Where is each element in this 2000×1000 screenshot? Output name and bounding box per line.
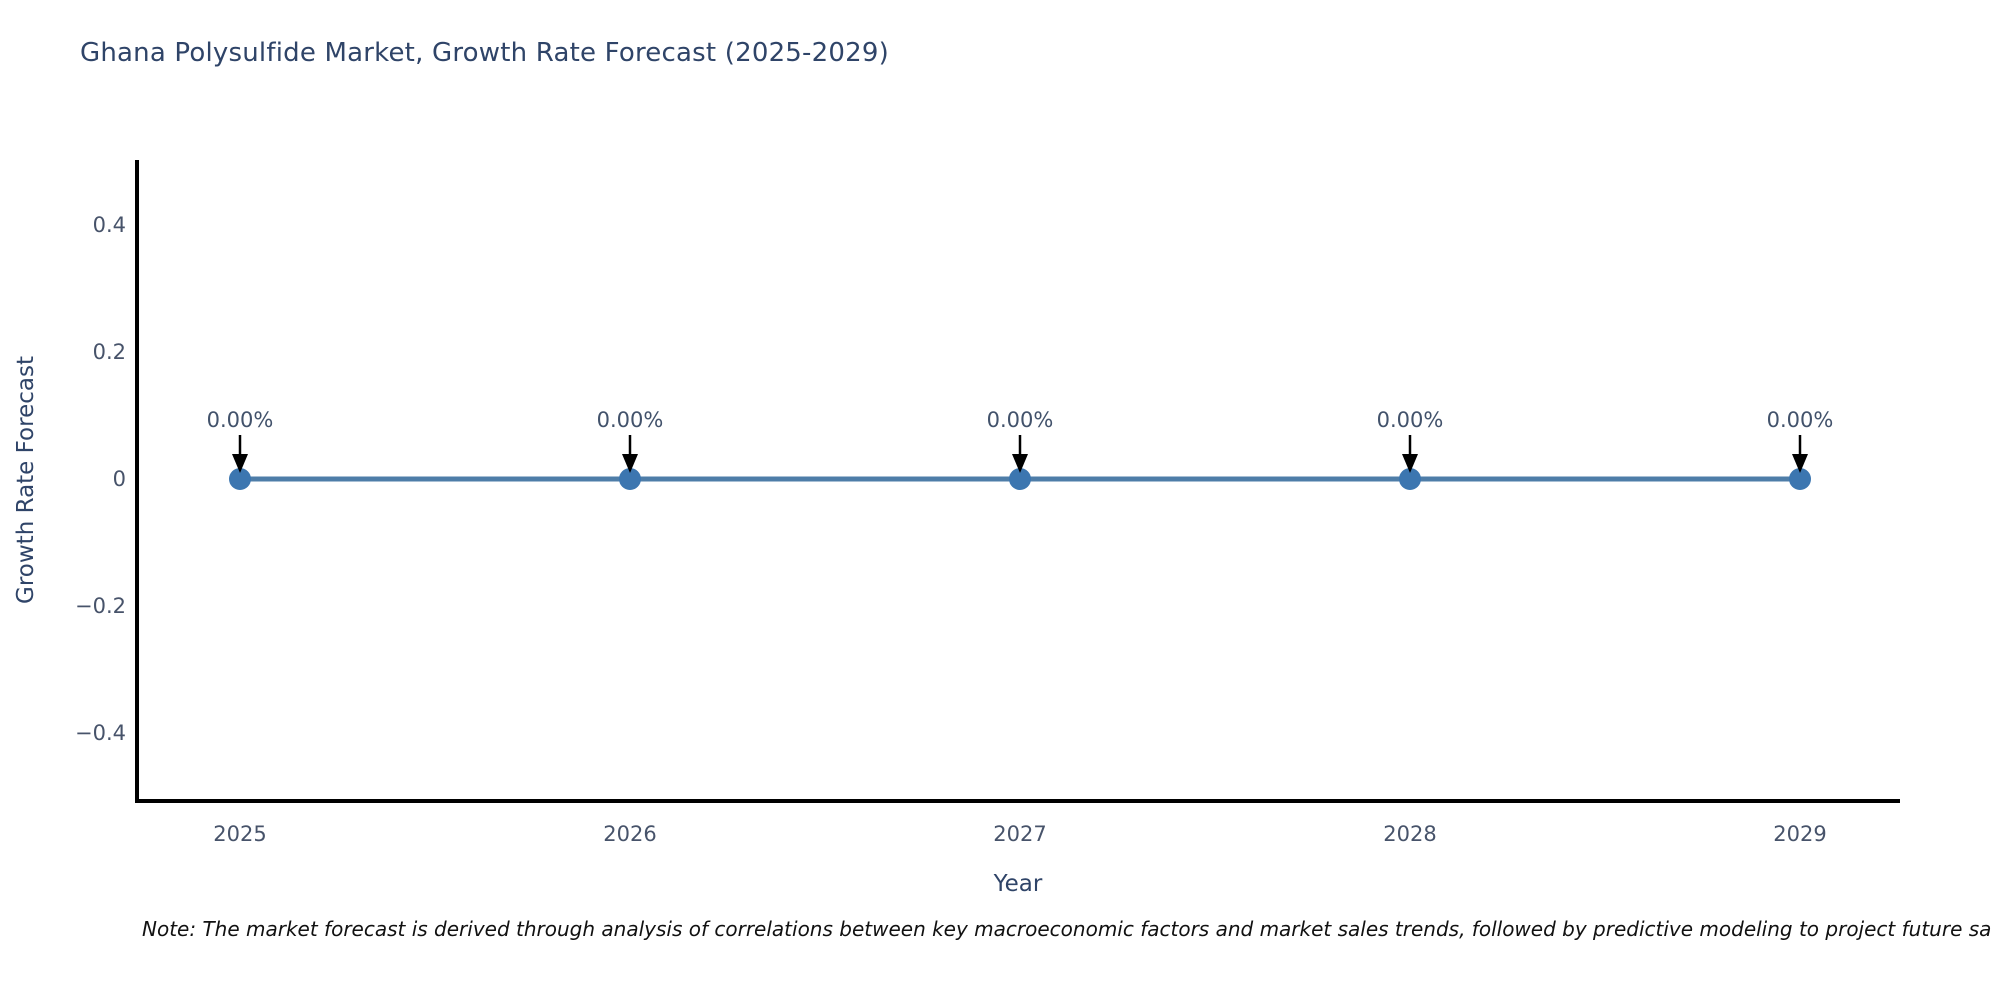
annotation-arrowhead-icon: [622, 454, 638, 473]
data-point-marker: [229, 468, 251, 490]
x-tick-label: 2028: [1383, 822, 1436, 846]
y-tick-label: 0.2: [93, 340, 126, 364]
x-tick-label: 2029: [1773, 822, 1826, 846]
data-point-label: 0.00%: [1377, 408, 1444, 432]
chart-title: Ghana Polysulfide Market, Growth Rate Fo…: [80, 38, 889, 68]
x-axis-title: Year: [993, 871, 1043, 897]
annotation-arrowhead-icon: [1792, 454, 1808, 473]
annotation-arrowhead-icon: [232, 454, 248, 473]
x-tick-label: 2025: [213, 822, 266, 846]
data-point-marker: [1009, 468, 1031, 490]
data-point-marker: [1399, 468, 1421, 490]
annotation-layer: 0.00% 0.00% 0.00% 0.00% 0.00%: [207, 408, 1834, 473]
data-point-label: 0.00%: [987, 408, 1054, 432]
y-tick-label: 0.4: [93, 213, 126, 237]
x-tick-label: 2027: [993, 822, 1046, 846]
annotation-arrowhead-icon: [1012, 454, 1028, 473]
axes-layer: 0.4 0.2 0 −0.2 −0.4 2025 2026 2027 2028 2029: [75, 160, 1900, 846]
data-point-marker: [619, 468, 641, 490]
x-tick-label: 2026: [603, 822, 656, 846]
data-point-marker: [1789, 468, 1811, 490]
data-point-label: 0.00%: [207, 408, 274, 432]
data-point-label: 0.00%: [1767, 408, 1834, 432]
y-axis-title: Growth Rate Forecast: [13, 356, 39, 604]
y-tick-label: −0.2: [75, 594, 126, 618]
line-series: [229, 468, 1811, 490]
annotation-arrowhead-icon: [1402, 454, 1418, 473]
y-tick-label: −0.4: [75, 721, 126, 745]
data-point-label: 0.00%: [597, 408, 664, 432]
footnote: Note: The market forecast is derived thr…: [142, 917, 1992, 941]
y-tick-label: 0: [113, 467, 126, 491]
